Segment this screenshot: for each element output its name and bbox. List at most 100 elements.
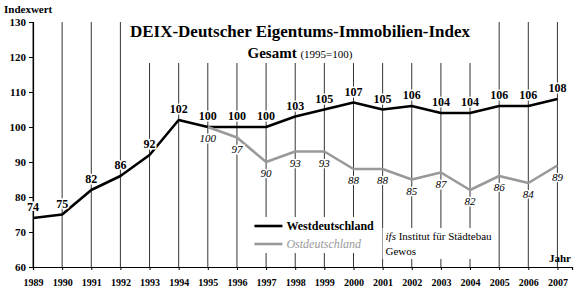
y-tick-mark	[29, 57, 33, 58]
y-axis: 60708090100110120130	[10, 16, 34, 273]
x-tick-mark	[179, 267, 180, 270]
y-tick-label: 60	[15, 261, 27, 273]
x-tick-mark	[120, 267, 121, 270]
data-label: 90	[261, 167, 273, 179]
plot-area	[33, 99, 557, 218]
x-axis-title: Jahr	[549, 252, 571, 264]
data-label: 100	[199, 109, 217, 123]
y-tick-mark	[29, 197, 33, 198]
x-tick-label: 1991	[82, 277, 102, 288]
data-label: 85	[406, 185, 418, 197]
x-tick-mark	[383, 267, 384, 270]
annotation-text: ifs Institut für Städtebau	[386, 230, 493, 242]
x-tick-mark	[208, 267, 209, 270]
y-tick-mark	[29, 127, 33, 128]
title: DEIX-Deutscher Eigentums-Immobilien-Inde…	[130, 22, 471, 41]
legend-swatch	[254, 225, 282, 228]
data-label: 105	[374, 92, 392, 106]
y-axis-title: Indexwert	[4, 3, 53, 15]
x-tick: 2001	[373, 267, 393, 288]
y-axis-line	[29, 23, 34, 268]
x-tick-label: 2002	[402, 277, 422, 288]
x-tick-label: 2007	[548, 277, 568, 288]
x-tick: 1994	[169, 267, 189, 288]
x-tick: 2005	[490, 267, 510, 288]
x-tick-mark	[470, 267, 471, 270]
y-tick-mark	[29, 162, 33, 163]
x-tick-label: 2003	[431, 277, 451, 288]
x-tick-mark	[557, 267, 558, 270]
data-label: 82	[465, 195, 477, 207]
data-label: 74	[27, 200, 39, 214]
data-label: 93	[319, 157, 331, 169]
x-tick-mark	[237, 267, 238, 270]
x-tick-label: 1989	[24, 277, 44, 288]
x-tick-mark	[295, 267, 296, 270]
legend-label: Ostdeutschland	[286, 237, 362, 251]
x-tick: 2000	[344, 267, 364, 288]
data-label: 88	[348, 174, 360, 186]
data-label: 89	[552, 171, 564, 183]
x-tick: 1990	[53, 267, 73, 288]
x-tick-label: 1993	[140, 277, 160, 288]
series-line	[33, 99, 557, 218]
annotation: ifs Institut für Städtebau Gewos	[383, 228, 496, 259]
y-tick: 70	[15, 226, 33, 238]
legend-background	[251, 217, 377, 253]
x-tick: 1996	[227, 267, 247, 288]
x-tick-mark	[150, 267, 151, 270]
x-tick: 1999	[315, 267, 335, 288]
x-axis: 1989 1990 1991 1992 1993 1994 1995 1996 1997 1998…	[24, 267, 573, 288]
y-tick: 100	[10, 121, 34, 133]
data-label: 75	[56, 197, 68, 211]
annotation-text: Gewos	[386, 245, 417, 257]
x-tick: 2002	[402, 267, 422, 288]
x-tick-label: 1995	[198, 277, 218, 288]
data-label: 104	[432, 95, 450, 109]
series-line	[208, 127, 558, 190]
y-tick: 120	[10, 51, 34, 63]
data-label: 107	[344, 85, 362, 99]
data-label: 84	[523, 188, 535, 200]
x-tick-mark	[324, 267, 325, 270]
x-tick-mark	[412, 267, 413, 270]
data-label: 105	[315, 92, 333, 106]
x-tick: 1998	[286, 267, 306, 288]
grid	[33, 22, 557, 267]
x-tick: 1992	[111, 267, 131, 288]
x-tick: 1993	[140, 267, 160, 288]
legend-swatch	[254, 243, 282, 246]
data-label: 88	[377, 174, 389, 186]
y-tick-mark	[29, 92, 33, 93]
x-tick-label: 1990	[53, 277, 73, 288]
data-labels: 7475828692102100100100103105107105106104…	[27, 81, 566, 214]
chart: DEIX-Deutscher Eigentums-Immobilien-Inde…	[0, 0, 577, 303]
y-tick-label: 130	[10, 16, 27, 28]
x-tick-mark	[33, 267, 34, 270]
data-label: 87	[435, 178, 447, 190]
x-tick: 1997	[257, 267, 277, 288]
data-label: 86	[494, 181, 506, 193]
x-tick: 2006	[519, 267, 539, 288]
y-tick-label: 120	[10, 51, 27, 63]
x-tick-label: 2001	[373, 277, 393, 288]
x-tick-mark	[62, 267, 63, 270]
x-tick: 2004	[461, 267, 481, 288]
x-tick: 1991	[82, 267, 102, 288]
x-tick: 2007	[548, 267, 568, 288]
x-tick-label: 2005	[490, 277, 510, 288]
background	[0, 0, 577, 303]
title-block: DEIX-Deutscher Eigentums-Immobilien-Inde…	[126, 20, 475, 63]
grid-line	[528, 22, 529, 267]
data-label: 106	[519, 88, 537, 102]
grid-line	[91, 22, 92, 267]
data-label: 106	[403, 88, 421, 102]
annotation-background	[383, 228, 496, 259]
data-label: 92	[144, 137, 156, 151]
y-tick-label: 90	[15, 156, 27, 168]
x-tick-label: 1992	[111, 277, 131, 288]
grid-line	[499, 22, 500, 267]
data-label: 100	[200, 132, 217, 144]
data-label: 106	[490, 88, 508, 102]
x-tick-mark	[353, 267, 354, 270]
